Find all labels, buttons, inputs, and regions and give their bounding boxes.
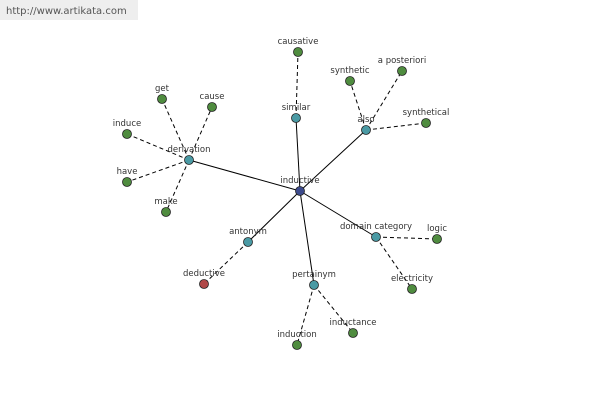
relation-node xyxy=(184,155,194,165)
target-node xyxy=(292,340,302,350)
relation-node xyxy=(361,125,371,135)
watermark-box xyxy=(0,0,138,20)
target-node xyxy=(345,76,355,86)
relation-node xyxy=(243,237,253,247)
target-node xyxy=(122,129,132,139)
target-node-label: have xyxy=(117,167,138,177)
target-node-label: induction xyxy=(277,330,317,340)
target-node-label: deductive xyxy=(183,269,225,279)
target-node xyxy=(407,284,417,294)
target-edge xyxy=(313,284,354,334)
relation-edge xyxy=(299,190,315,286)
relation-node xyxy=(291,113,301,123)
relation-node-label: also xyxy=(357,115,374,125)
relation-node-label: derivation xyxy=(167,145,210,155)
target-node-label: inductance xyxy=(329,318,376,328)
target-node-label: electricity xyxy=(391,274,433,284)
target-node xyxy=(161,207,171,217)
target-edge xyxy=(375,236,413,290)
target-node xyxy=(397,66,407,76)
target-node xyxy=(207,102,217,112)
relation-node-label: similar xyxy=(282,103,311,113)
relation-edge xyxy=(247,190,301,243)
target-edge xyxy=(375,236,438,240)
watermark: http://www.artikata.com xyxy=(6,6,127,17)
target-node xyxy=(421,118,431,128)
target-edge xyxy=(365,122,427,131)
relation-node-label: antonym xyxy=(229,227,267,237)
target-edge xyxy=(365,70,403,131)
target-node xyxy=(432,234,442,244)
relation-edge xyxy=(295,117,301,192)
target-node-label: synthetical xyxy=(403,108,450,118)
target-node-label: induce xyxy=(113,119,141,129)
target-edge xyxy=(165,159,190,213)
center-node xyxy=(295,186,305,196)
target-node xyxy=(199,279,209,289)
target-node-label: make xyxy=(154,197,177,207)
relation-node xyxy=(309,280,319,290)
target-edge xyxy=(126,133,190,161)
target-node xyxy=(348,328,358,338)
target-node-label: causative xyxy=(278,37,319,47)
relation-edge xyxy=(299,129,367,192)
relation-node-label: pertainym xyxy=(292,270,336,280)
relation-node xyxy=(371,232,381,242)
target-node-label: cause xyxy=(200,92,225,102)
target-edge xyxy=(203,241,249,285)
target-node xyxy=(157,94,167,104)
nodes: similar causative also synthetic a posterior… xyxy=(113,37,450,350)
relation-node-label: domain category xyxy=(340,222,412,232)
target-node-label: synthetic xyxy=(330,66,369,76)
center-node-label: inductive xyxy=(280,176,319,186)
edges xyxy=(126,51,438,346)
target-edge xyxy=(126,159,190,183)
relation-edge xyxy=(188,159,301,192)
relation-edge xyxy=(299,190,377,238)
target-edge xyxy=(349,80,367,131)
target-node-label: get xyxy=(155,84,170,94)
target-node-label: logic xyxy=(427,224,447,234)
target-node xyxy=(293,47,303,57)
target-node xyxy=(122,177,132,187)
target-edge xyxy=(296,284,315,346)
target-node-label: a posteriori xyxy=(378,56,426,66)
target-edge xyxy=(188,106,213,161)
